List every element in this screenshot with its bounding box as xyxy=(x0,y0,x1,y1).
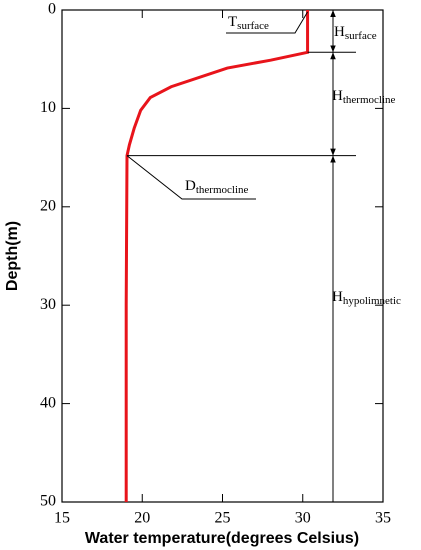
annotation-subscript: thermocline xyxy=(343,94,396,106)
y-tick-label: 20 xyxy=(40,197,56,214)
y-tick-label: 50 xyxy=(40,493,56,510)
annotation-letter: H xyxy=(332,88,343,104)
x-axis-label: Water temperature(degrees Celsius) xyxy=(85,530,359,547)
y-axis-label: Depth(m) xyxy=(4,221,21,291)
annotation: Hhypolimnetic xyxy=(332,289,401,306)
y-tick-label: 10 xyxy=(40,99,56,116)
annotation-letter: H xyxy=(334,24,345,40)
annotation-subscript: thermocline xyxy=(196,184,249,196)
annotation-subscript: surface xyxy=(345,30,377,42)
y-tick-label: 30 xyxy=(40,296,56,313)
annotation: Hsurface xyxy=(334,24,377,41)
annotation-letter: T xyxy=(228,14,237,30)
y-tick-label: 40 xyxy=(40,394,56,411)
x-tick-label: 35 xyxy=(375,510,391,527)
plot-frame xyxy=(61,9,384,503)
annotation: Hthermocline xyxy=(332,88,395,105)
annotation-letter: H xyxy=(332,289,343,305)
annotation: Dthermocline xyxy=(185,178,248,195)
x-tick-label: 30 xyxy=(295,510,311,527)
dthermocline-leader xyxy=(126,155,256,200)
annotation: Tsurface xyxy=(228,14,269,31)
x-tick-label: 15 xyxy=(54,510,70,527)
temperature-profile xyxy=(124,10,310,502)
annotation-subscript: hypolimnetic xyxy=(343,295,401,307)
y-tick-label: 0 xyxy=(48,1,56,18)
annotation-subscript: surface xyxy=(237,20,269,32)
annotation-letter: D xyxy=(185,178,196,194)
x-tick-label: 25 xyxy=(215,510,231,527)
tsurface-leader xyxy=(226,11,308,34)
x-tick-label: 20 xyxy=(134,510,150,527)
